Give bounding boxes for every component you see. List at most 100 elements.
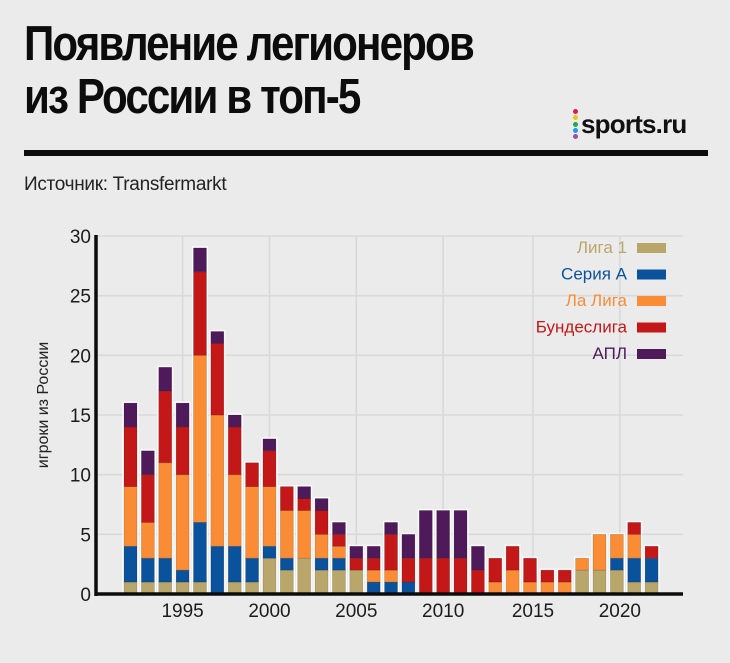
bar-segment (453, 557, 468, 595)
legend-label: Бундеслига (536, 318, 628, 337)
bar-segment (314, 569, 329, 595)
bar-segment (297, 486, 312, 499)
bar-segment (314, 510, 329, 535)
bar-segment (644, 545, 659, 559)
bar-segment (401, 533, 416, 559)
bar-segment (210, 331, 225, 344)
x-tick-label: 1995 (161, 601, 203, 622)
bar-segment (332, 522, 346, 535)
legend-item: Бундеслига (536, 318, 666, 337)
bar-segment (470, 569, 485, 595)
bar-stack-2021 (626, 520, 643, 595)
bar-stack-1998 (226, 413, 243, 595)
bars (122, 246, 660, 595)
bar-segment (314, 498, 329, 511)
bar-segment (158, 366, 173, 392)
bar-segment (210, 342, 225, 416)
bar-segment (193, 354, 207, 523)
bar-segment (557, 569, 572, 583)
bar-segment (140, 581, 155, 595)
legend: Лига 1 Серия А Ла Лига Бундеслига АПЛ (536, 238, 666, 363)
bar-segment (123, 402, 138, 428)
axes (94, 235, 683, 596)
bar-segment (297, 557, 312, 595)
bar-segment (140, 450, 155, 476)
bar-segment (401, 557, 416, 583)
bar-segment (592, 533, 607, 571)
y-axis-title: игроки из России (35, 342, 52, 468)
sports-ru-logo: sports.ru (573, 106, 687, 142)
bar-segment (349, 545, 364, 559)
bar-segment (366, 569, 381, 583)
chart-title: Появление легионеров из России в топ-5 (24, 18, 506, 124)
bar-segment (453, 510, 468, 559)
bar-segment (627, 557, 642, 583)
legend-item: Ла Лига (566, 291, 666, 310)
bar-segment (523, 557, 537, 583)
x-tick-label: 2005 (335, 601, 377, 622)
logo-dot (573, 127, 578, 133)
bar-segment (297, 510, 312, 559)
bar-stack-1994 (157, 365, 174, 595)
bar-segment (644, 557, 659, 583)
bar-stack-1996 (191, 246, 208, 595)
bar-stack-1993 (139, 449, 156, 595)
bar-segment (332, 533, 346, 547)
bar-stack-2018 (574, 556, 591, 595)
bar-segment (575, 557, 590, 571)
bar-segment (262, 450, 277, 487)
logo-dot (573, 133, 578, 139)
y-tick-label: 30 (70, 227, 91, 248)
bar-segment (140, 557, 155, 583)
bar-segment (523, 581, 537, 595)
bar-segment (123, 426, 138, 487)
x-tick-label: 2000 (248, 601, 290, 622)
bar-segment (575, 569, 590, 595)
bar-stack-2020 (608, 532, 625, 595)
bar-segment (262, 557, 277, 595)
bar-segment (488, 581, 503, 595)
bar-segment (279, 510, 294, 559)
bar-stack-2019 (591, 532, 608, 595)
bar-segment (245, 486, 259, 559)
bar-segment (609, 533, 624, 559)
bar-segment (279, 569, 294, 595)
bar-segment (436, 557, 451, 595)
bar-stack-2011 (452, 508, 469, 595)
bar-segment (627, 581, 642, 595)
bar-stack-2000 (261, 437, 278, 595)
bar-segment (158, 390, 173, 464)
bar-segment (644, 581, 659, 595)
bar-segment (418, 510, 433, 559)
bar-segment (366, 581, 381, 595)
bar-stack-2003 (313, 497, 330, 595)
bar-stack-2013 (487, 556, 504, 595)
legend-label: Серия А (561, 265, 628, 284)
bar-stack-1997 (209, 329, 226, 595)
bar-segment (314, 557, 329, 571)
legend-label: Лига 1 (577, 238, 627, 257)
bar-stack-2014 (504, 544, 521, 595)
source-note: Источник: Transfermarkt (24, 174, 227, 195)
bar-segment (332, 557, 346, 571)
bar-stack-2017 (556, 568, 573, 595)
title-divider (24, 150, 708, 156)
bar-segment (140, 474, 155, 523)
bar-segment (401, 581, 416, 595)
bar-segment (314, 533, 329, 559)
bar-segment (470, 545, 485, 571)
bar-segment (193, 247, 207, 273)
bar-segment (245, 581, 259, 595)
y-tick-label: 0 (80, 585, 91, 606)
bar-segment (158, 557, 173, 583)
bar-segment (227, 474, 242, 547)
bar-segment (279, 486, 294, 511)
bar-segment (123, 545, 138, 583)
bar-segment (175, 402, 190, 428)
bar-segment (332, 545, 346, 559)
bar-stack-2016 (539, 568, 556, 595)
bar-segment (332, 569, 346, 595)
bar-stack-1999 (244, 461, 261, 595)
bar-segment (366, 545, 381, 559)
